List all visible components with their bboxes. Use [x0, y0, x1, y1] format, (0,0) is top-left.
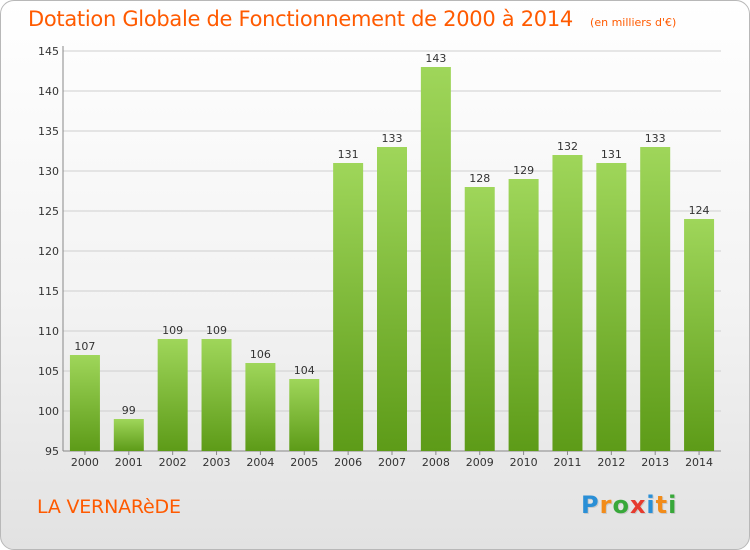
bar-2013	[640, 147, 671, 451]
value-label: 107	[74, 340, 95, 353]
logo-letter: P	[581, 491, 600, 519]
bar-2007	[377, 147, 407, 451]
value-label: 128	[469, 172, 490, 185]
value-label: 129	[513, 164, 534, 177]
value-label: 133	[382, 132, 403, 145]
x-tick-label: 2001	[115, 456, 143, 469]
x-tick-labels: 2000 2001 2002 2003 2004 2005 2006 2007 2008 2009…	[71, 456, 713, 469]
bar-2006	[333, 163, 364, 451]
bar-2003	[201, 339, 232, 451]
x-tick-label: 2006	[334, 456, 362, 469]
value-labels: 107 99 109 109 106 104 131 133 143 128 129 132 131 13…	[74, 52, 709, 417]
y-tick-label: 115	[38, 285, 59, 298]
logo-letter: t	[655, 491, 669, 519]
x-tick-label: 2000	[71, 456, 99, 469]
value-label: 143	[425, 52, 446, 65]
bar-2005	[289, 379, 320, 451]
logo-letter: x	[629, 491, 647, 519]
y-tick-label: 135	[38, 125, 59, 138]
value-label: 131	[601, 148, 622, 161]
bar-2001	[113, 419, 144, 451]
bar-2008	[420, 67, 451, 451]
x-tick-label: 2003	[203, 456, 231, 469]
chart-title-block: Dotation Globale de Fonctionnement de 20…	[28, 7, 676, 31]
x-tick-label: 2014	[685, 456, 713, 469]
value-label: 109	[206, 324, 227, 337]
y-tick-label: 125	[38, 205, 59, 218]
x-tick-label: 2013	[641, 456, 669, 469]
value-label: 131	[338, 148, 359, 161]
logo-letter: r	[599, 491, 613, 519]
y-tick-label: 100	[38, 405, 59, 418]
value-label: 132	[557, 140, 578, 153]
x-tick-label: 2002	[159, 456, 187, 469]
bar-2014	[684, 219, 715, 451]
logo-letter: i	[668, 491, 678, 519]
value-label: 99	[122, 404, 136, 417]
bar-2002	[157, 339, 188, 451]
proxiti-logo: Proxiti	[581, 491, 677, 519]
chart-title: Dotation Globale de Fonctionnement de 20…	[28, 7, 573, 31]
x-tick-label: 2011	[553, 456, 581, 469]
value-label: 109	[162, 324, 183, 337]
y-tick-label: 130	[38, 165, 59, 178]
chart-unit-note: (en milliers d'€)	[590, 16, 677, 29]
logo-letter: i	[646, 491, 656, 519]
bar-2009	[464, 187, 495, 451]
value-label: 133	[645, 132, 666, 145]
y-tick-label: 105	[38, 365, 59, 378]
x-tick-label: 2008	[422, 456, 450, 469]
value-label: 106	[250, 348, 271, 361]
x-tick-label: 2007	[378, 456, 406, 469]
bar-2011	[552, 155, 583, 451]
x-tick-label: 2005	[290, 456, 318, 469]
y-tick-label: 140	[38, 85, 59, 98]
x-tick-label: 2010	[510, 456, 538, 469]
y-tick-label: 95	[45, 445, 59, 458]
bar-2004	[245, 363, 276, 451]
value-label: 104	[294, 364, 315, 377]
bars	[69, 67, 715, 451]
y-tick-label: 145	[38, 45, 59, 58]
y-tick-label: 110	[38, 325, 59, 338]
value-label: 124	[689, 204, 710, 217]
x-tick-label: 2012	[597, 456, 625, 469]
x-tick-label: 2009	[466, 456, 494, 469]
logo-letter: o	[612, 491, 630, 519]
bar-2010	[508, 179, 539, 451]
bar-2000	[69, 355, 100, 451]
y-tick-labels: 95 100 105 110 115 120 125 130 135 140 145	[38, 45, 59, 458]
bar-2012	[596, 163, 627, 451]
x-tick-label: 2004	[246, 456, 274, 469]
commune-name: LA VERNARèDE	[37, 496, 181, 518]
y-tick-label: 120	[38, 245, 59, 258]
